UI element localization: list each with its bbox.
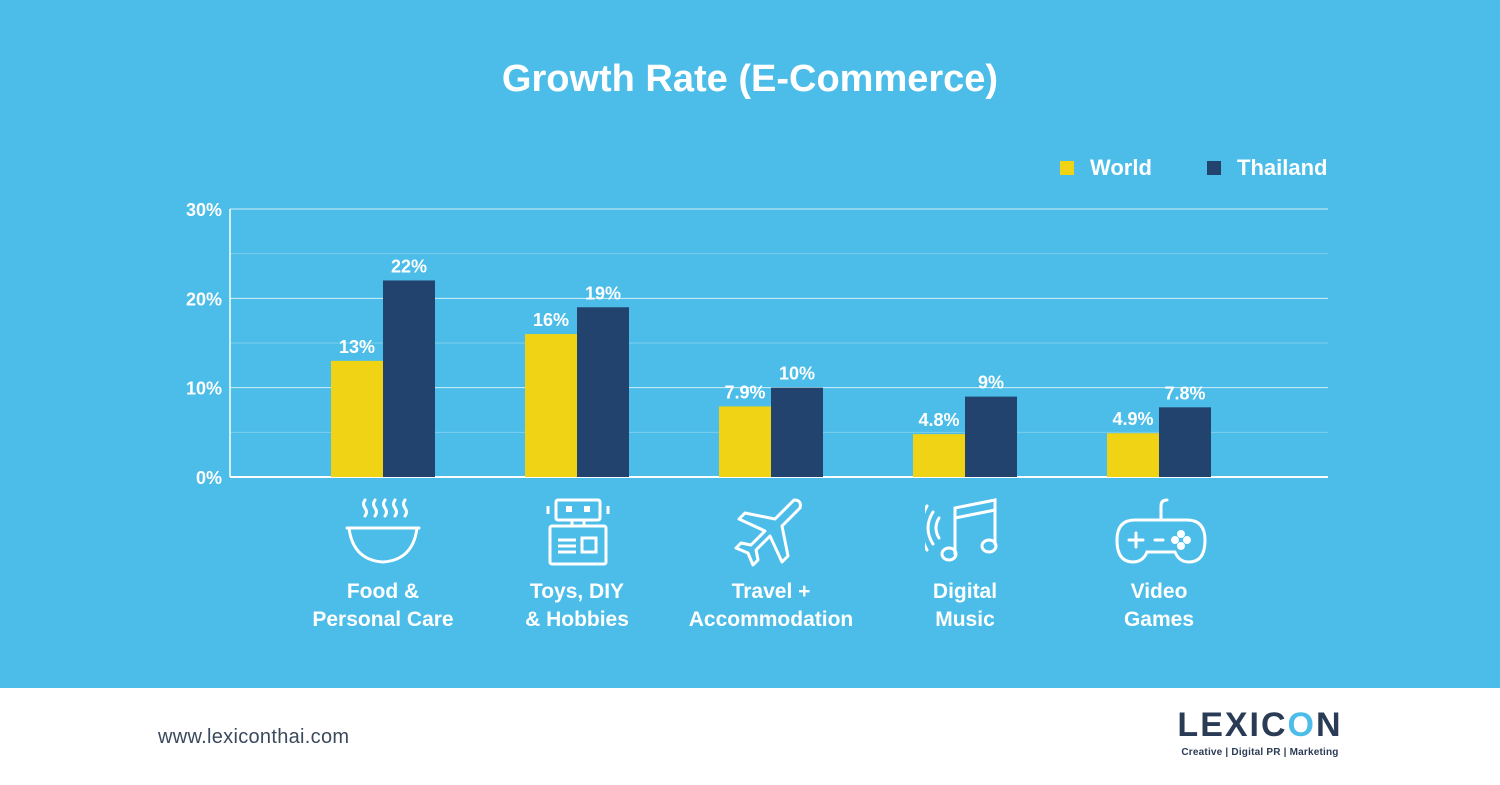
category-label-toys: Toys, DIY & Hobbies [525,580,629,631]
music-note-icon [925,498,998,562]
logo-wordmark: LEXICON [1170,706,1350,745]
category-label-music: Digital Music [932,580,998,631]
legend-swatch-thailand [1207,161,1221,175]
robot-icon [546,498,610,566]
gamepad-icon [1115,498,1207,564]
data-label-thailand: 7.8% [1164,383,1205,403]
legend-label-world: World [1090,155,1152,180]
category-label-food: Food & Personal Care [312,580,454,631]
bar-world [525,334,577,477]
data-label-thailand: 22% [391,256,427,276]
bar-thailand [577,307,629,477]
category-label-games: Video Games [1123,580,1195,631]
category-label-travel: Travel + Accommodation [688,580,854,631]
data-label-world: 4.8% [918,410,959,430]
data-label-world: 16% [533,310,569,330]
bar-thailand [1159,407,1211,477]
data-label-world: 7.9% [724,382,765,402]
chart-panel [0,0,1500,688]
legend-label-thailand: Thailand [1237,155,1328,180]
bar-world [913,434,965,477]
logo-word-post: N [1316,706,1343,744]
bowl-icon [345,498,421,564]
airplane-icon [734,498,802,567]
y-tick-label: 30% [186,200,222,220]
y-tick-label: 20% [186,289,222,309]
bar-thailand [771,387,823,477]
data-label-thailand: 19% [585,283,621,303]
footer-website-link[interactable]: www.lexiconthai.com [158,726,350,748]
data-label-world: 13% [339,337,375,357]
bar-world [331,360,383,477]
legend-item-thailand: Thailand [1207,154,1327,182]
logo-word-o: O [1287,706,1316,744]
bar-thailand [383,280,435,477]
bar-chart: 0% 10% 20% 30% 13% 16% 7.9% 4.8% 4.9% 22% 19% 10% 9%… [186,200,1328,488]
legend-item-world: World [1060,154,1152,182]
data-label-thailand: 9% [978,373,1004,393]
bar-thailand [965,396,1017,477]
data-label-thailand: 10% [779,364,815,384]
chart-title: Growth Rate (E-Commerce) [501,58,999,100]
logo-word-pre: LEXIC [1177,706,1288,744]
bar-world [1107,433,1159,477]
legend-swatch-world [1060,161,1074,175]
data-label-world: 4.9% [1112,409,1153,429]
bar-world [719,406,771,477]
y-tick-label: 0% [196,468,222,488]
logo-tagline: Creative | Digital PR | Marketing [1181,747,1339,758]
y-tick-label: 10% [186,379,222,399]
lexicon-logo: LEXICON Creative | Digital PR | Marketin… [1170,706,1350,758]
